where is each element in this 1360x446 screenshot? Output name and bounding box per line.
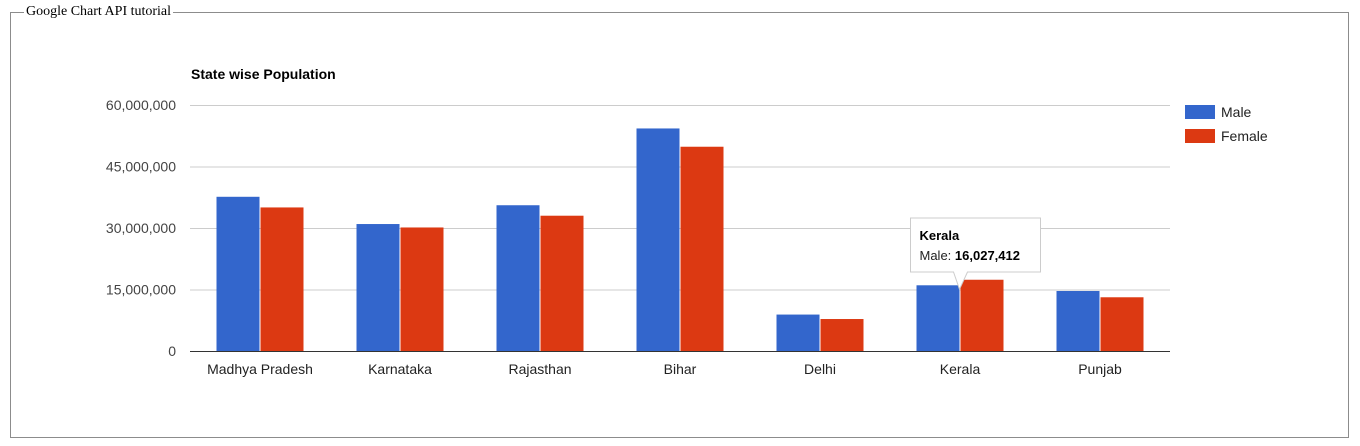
tooltip: Kerala Male: 16,027,412	[910, 217, 1041, 291]
tooltip-value: 16,027,412	[955, 248, 1020, 263]
x-tick-label: Madhya Pradesh	[207, 361, 313, 377]
legend-label-female: Female	[1221, 128, 1268, 144]
legend-swatch-female	[1185, 129, 1215, 143]
bar-male-delhi[interactable]	[776, 314, 820, 351]
bar-male-madhya-pradesh[interactable]	[216, 196, 260, 351]
y-tick-label: 15,000,000	[106, 282, 176, 298]
tooltip-series-label: Male:	[920, 248, 955, 263]
x-tick-label: Delhi	[804, 361, 836, 377]
tooltip-title: Kerala	[920, 228, 961, 243]
x-tick-label: Rajasthan	[508, 361, 571, 377]
bar-male-karnataka[interactable]	[356, 224, 400, 351]
tooltip-box	[910, 217, 1041, 291]
chart-fieldset	[10, 12, 1349, 438]
bar-female-punjab[interactable]	[1100, 297, 1144, 351]
bar-female-rajasthan[interactable]	[540, 215, 584, 351]
legend-label-male: Male	[1221, 104, 1252, 120]
bar-female-bihar[interactable]	[680, 146, 724, 351]
bar-male-punjab[interactable]	[1056, 290, 1100, 351]
legend-swatch-male	[1185, 105, 1215, 119]
bar-male-bihar[interactable]	[636, 128, 680, 351]
bar-male-kerala[interactable]	[916, 285, 960, 351]
bar-male-rajasthan[interactable]	[496, 205, 540, 351]
bar-female-delhi[interactable]	[820, 319, 864, 351]
y-tick-label: 60,000,000	[106, 97, 176, 113]
bar-female-madhya-pradesh[interactable]	[260, 207, 304, 351]
x-tick-label: Punjab	[1078, 361, 1122, 377]
y-tick-label: 0	[168, 343, 176, 359]
x-tick-label: Karnataka	[368, 361, 432, 377]
y-tick-label: 45,000,000	[106, 159, 176, 175]
tooltip-value-line: Male: 16,027,412	[920, 248, 1020, 263]
x-tick-label: Bihar	[664, 361, 697, 377]
y-tick-label: 30,000,000	[106, 220, 176, 236]
bar-female-kerala[interactable]	[960, 279, 1004, 351]
bar-female-karnataka[interactable]	[400, 227, 444, 351]
x-tick-label: Kerala	[940, 361, 981, 377]
fieldset-legend: Google Chart API tutorial	[24, 3, 174, 21]
chart-title: State wise Population	[191, 66, 336, 82]
